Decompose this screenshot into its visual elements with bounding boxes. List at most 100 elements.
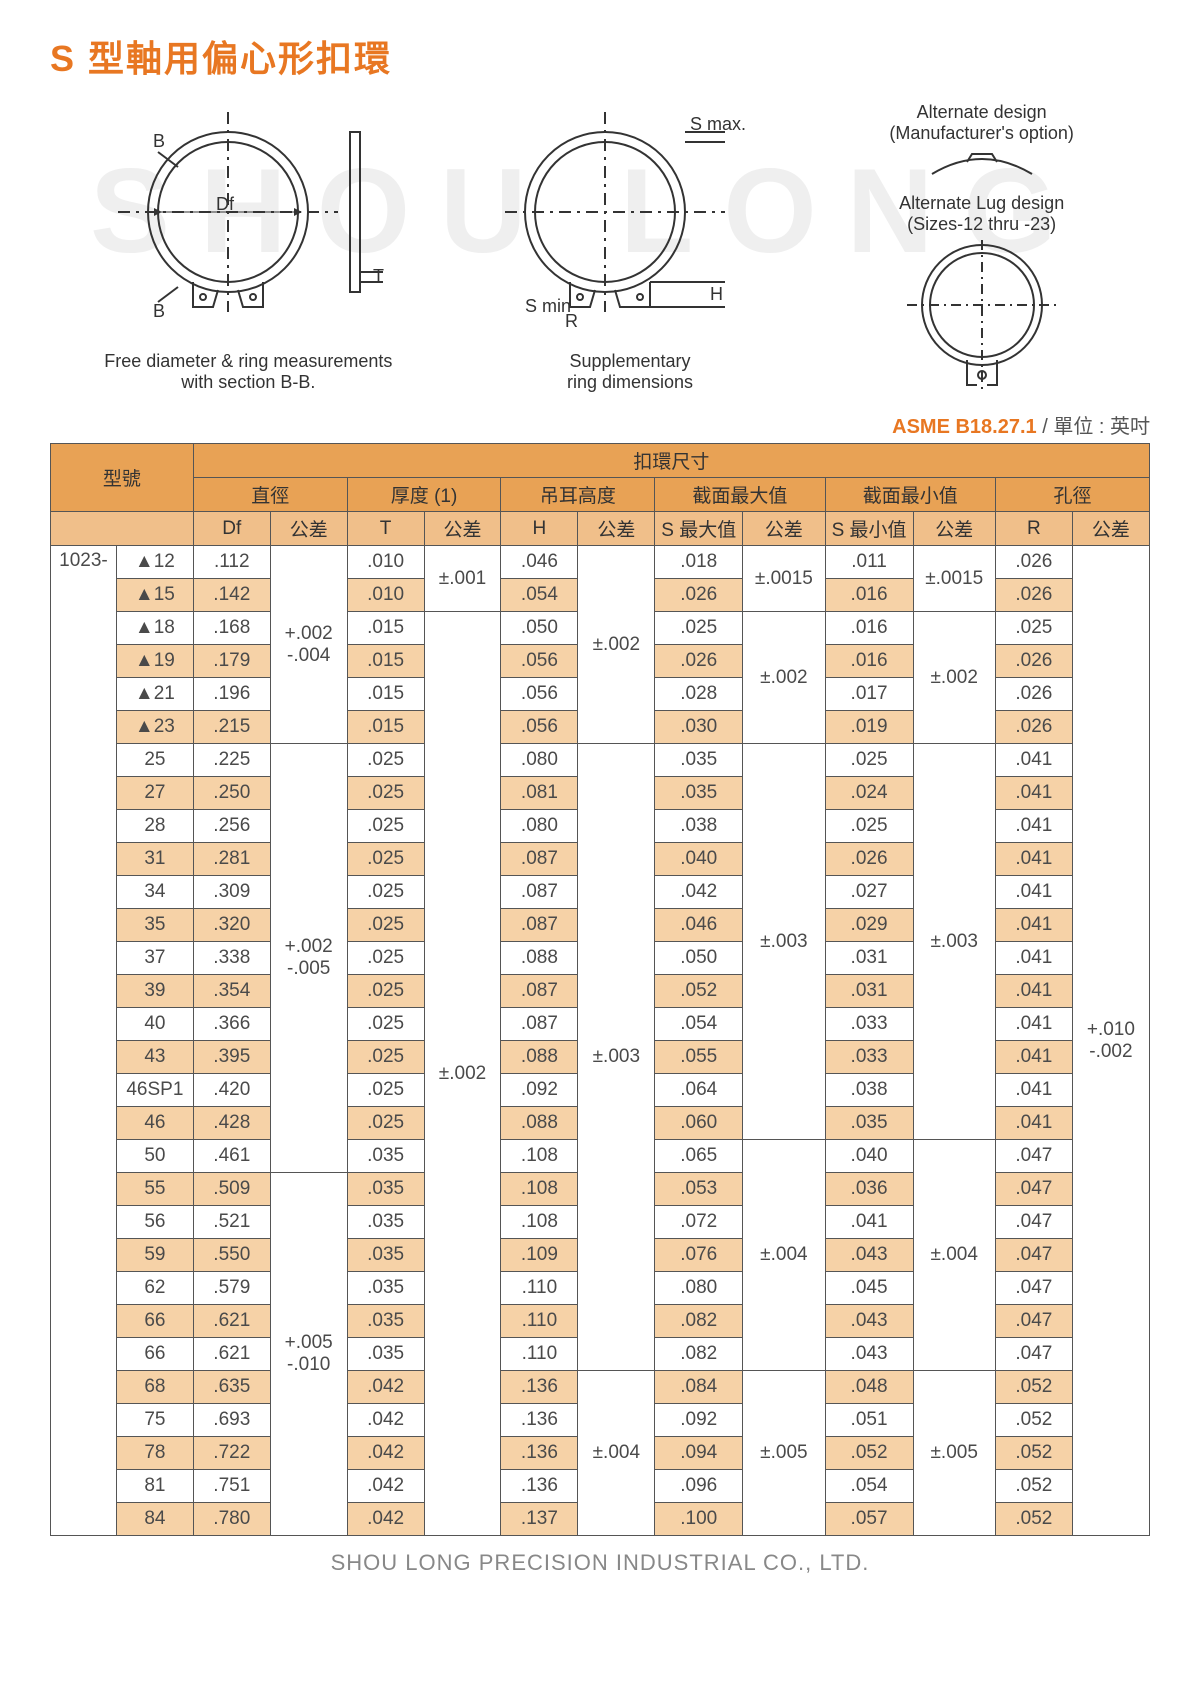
- cell-r: .041: [995, 909, 1072, 942]
- cell-size: ▲15: [116, 579, 193, 612]
- sub-smin-tol: 公差: [913, 512, 995, 546]
- sub-h-tol: 公差: [578, 512, 655, 546]
- svg-text:B: B: [153, 301, 165, 321]
- cell-h: .081: [501, 777, 578, 810]
- table-row: 25.225+.002 -.005.025.080±.003.035±.003.…: [51, 744, 1150, 777]
- sub-r: R: [995, 512, 1072, 546]
- svg-text:H: H: [710, 284, 723, 304]
- cell-size: 56: [116, 1206, 193, 1239]
- cell-r: .047: [995, 1272, 1072, 1305]
- cell-r: .047: [995, 1173, 1072, 1206]
- cell-h: .088: [501, 1041, 578, 1074]
- hdr-hole: 孔徑: [995, 478, 1149, 512]
- cell-smax: .082: [655, 1338, 743, 1371]
- cell-t: .025: [347, 843, 424, 876]
- cell-smax-tol: ±.005: [743, 1371, 825, 1536]
- cell-t: .042: [347, 1470, 424, 1503]
- diagram-middle: S max. S min R H Supplementary ring dime…: [495, 102, 765, 393]
- standard-line: ASME B18.27.1 / 單位 : 英吋: [50, 410, 1150, 439]
- cell-h: .054: [501, 579, 578, 612]
- cell-h: .110: [501, 1338, 578, 1371]
- cell-r: .041: [995, 1008, 1072, 1041]
- cell-size: 25: [116, 744, 193, 777]
- cell-df: .354: [193, 975, 270, 1008]
- table-row: 68.635.042.136±.004.084±.005.048±.005.05…: [51, 1371, 1150, 1404]
- cell-smax: .084: [655, 1371, 743, 1404]
- cell-smin: .031: [825, 942, 913, 975]
- cell-r: .052: [995, 1371, 1072, 1404]
- cell-df: .338: [193, 942, 270, 975]
- cell-df: .635: [193, 1371, 270, 1404]
- cell-t: .025: [347, 876, 424, 909]
- cell-df-tol: +.002 -.004: [270, 546, 347, 744]
- cell-smax: .038: [655, 810, 743, 843]
- cell-smin: .019: [825, 711, 913, 744]
- diagram-right: Alternate design (Manufacturer's option)…: [862, 102, 1102, 400]
- cell-smax-tol: ±.002: [743, 612, 825, 744]
- cell-t: .035: [347, 1338, 424, 1371]
- cell-h: .110: [501, 1305, 578, 1338]
- cell-smin: .043: [825, 1239, 913, 1272]
- cell-r: .052: [995, 1437, 1072, 1470]
- cell-size: 46: [116, 1107, 193, 1140]
- cell-t: .015: [347, 678, 424, 711]
- cell-smin: .041: [825, 1206, 913, 1239]
- cell-smin-tol: ±.003: [913, 744, 995, 1140]
- table-head: 型號 扣環尺寸 直徑 厚度 (1) 吊耳高度 截面最大值 截面最小值 孔徑 Df…: [51, 444, 1150, 546]
- cell-r: .041: [995, 1041, 1072, 1074]
- cell-r: .041: [995, 1074, 1072, 1107]
- cell-size: 27: [116, 777, 193, 810]
- cell-r: .026: [995, 579, 1072, 612]
- cell-size: ▲18: [116, 612, 193, 645]
- cell-t: .025: [347, 909, 424, 942]
- cell-h: .056: [501, 678, 578, 711]
- table-body: 1023-▲12.112+.002 -.004.010±.001.046±.00…: [51, 546, 1150, 1536]
- cell-size: 55: [116, 1173, 193, 1206]
- cell-h: .088: [501, 1107, 578, 1140]
- cell-t-tol: ±.002: [424, 612, 501, 1536]
- svg-text:T: T: [373, 266, 384, 286]
- cell-t: .025: [347, 975, 424, 1008]
- hdr-model: 型號: [51, 444, 194, 512]
- cell-h: .108: [501, 1173, 578, 1206]
- cell-df: .395: [193, 1041, 270, 1074]
- cell-smax: .035: [655, 744, 743, 777]
- cell-h: .087: [501, 876, 578, 909]
- cell-df: .179: [193, 645, 270, 678]
- cell-size: 62: [116, 1272, 193, 1305]
- cell-df-tol: +.005 -.010: [270, 1173, 347, 1536]
- cell-t: .010: [347, 546, 424, 579]
- cell-smax-tol: ±.003: [743, 744, 825, 1140]
- cell-smin-tol: ±.0015: [913, 546, 995, 612]
- diagram-left: B B Df T Free diameter & ring measuremen…: [98, 102, 398, 393]
- cell-smax: .025: [655, 612, 743, 645]
- cell-r: .047: [995, 1338, 1072, 1371]
- cell-h: .088: [501, 942, 578, 975]
- cell-t: .042: [347, 1371, 424, 1404]
- cell-r: .041: [995, 744, 1072, 777]
- cell-smax: .050: [655, 942, 743, 975]
- cell-r: .041: [995, 810, 1072, 843]
- cell-df: .225: [193, 744, 270, 777]
- cell-size: ▲21: [116, 678, 193, 711]
- cell-smin: .043: [825, 1338, 913, 1371]
- sub-df: Df: [193, 512, 270, 546]
- cell-smax: .018: [655, 546, 743, 579]
- cell-smax: .092: [655, 1404, 743, 1437]
- cell-df: .579: [193, 1272, 270, 1305]
- hdr-smin: 截面最小值: [825, 478, 995, 512]
- cell-smax: .100: [655, 1503, 743, 1536]
- cell-h: .046: [501, 546, 578, 579]
- cell-smax: .052: [655, 975, 743, 1008]
- cell-smin: .035: [825, 1107, 913, 1140]
- cell-t: .025: [347, 1008, 424, 1041]
- cell-smin: .038: [825, 1074, 913, 1107]
- cell-smax: .096: [655, 1470, 743, 1503]
- cell-size: 31: [116, 843, 193, 876]
- cell-size: 75: [116, 1404, 193, 1437]
- cell-h: .108: [501, 1206, 578, 1239]
- cell-h: .087: [501, 843, 578, 876]
- cell-size: 37: [116, 942, 193, 975]
- cell-df: .621: [193, 1338, 270, 1371]
- spec-table: 型號 扣環尺寸 直徑 厚度 (1) 吊耳高度 截面最大值 截面最小值 孔徑 Df…: [50, 443, 1150, 1536]
